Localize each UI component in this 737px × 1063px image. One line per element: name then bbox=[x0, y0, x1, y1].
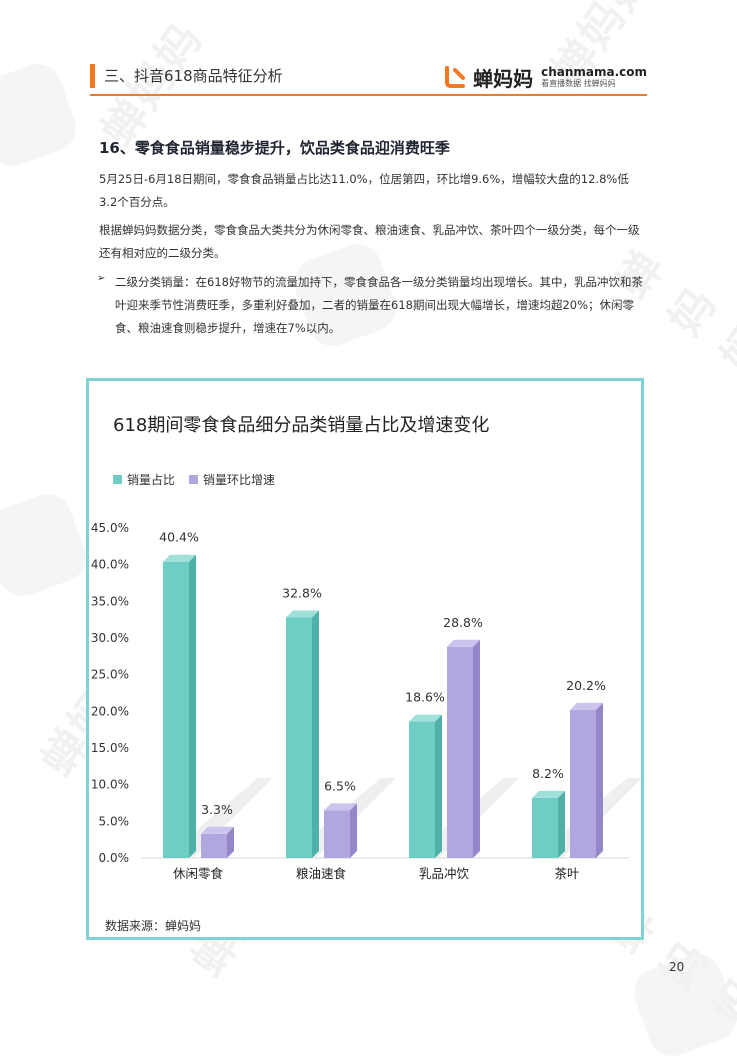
y-tick-label: 0.0% bbox=[99, 851, 130, 865]
bar-side bbox=[435, 714, 442, 858]
chart-legend: 销量占比 销量环比增速 bbox=[113, 471, 289, 488]
bar-share bbox=[163, 561, 189, 858]
bar-share bbox=[409, 721, 435, 858]
x-tick-label: 休闲零食 bbox=[173, 866, 224, 881]
bar-side bbox=[596, 702, 603, 858]
data-label: 40.4% bbox=[159, 530, 199, 545]
bullet-text: 二级分类销量：在618好物节的流量加持下，零食食品各一级分类销量均出现增长。其中… bbox=[115, 275, 643, 335]
bar-side bbox=[227, 826, 234, 858]
watermark-logo bbox=[0, 487, 93, 603]
y-tick-label: 10.0% bbox=[91, 778, 129, 792]
data-source: 数据来源：蝉妈妈 bbox=[105, 919, 202, 933]
bar-top bbox=[324, 803, 357, 811]
bar-side bbox=[473, 639, 480, 858]
brand-name-cn: 蝉妈妈 bbox=[473, 66, 534, 91]
legend-swatch-growth bbox=[189, 475, 199, 484]
section-label: 三、抖音618商品特征分析 bbox=[104, 67, 283, 85]
data-label: 18.6% bbox=[405, 690, 445, 705]
bar-top bbox=[532, 790, 565, 798]
legend-label-share: 销量占比 bbox=[127, 473, 176, 487]
bullet-arrow-icon: ➢ bbox=[97, 273, 106, 284]
bar-top bbox=[201, 826, 234, 834]
header-rule bbox=[90, 94, 647, 96]
y-tick-label: 20.0% bbox=[91, 704, 129, 718]
y-tick-label: 5.0% bbox=[99, 814, 130, 828]
brand-tagline: 看直播数据 找蝉妈妈 bbox=[541, 79, 616, 88]
page-header: 三、抖音618商品特征分析 蝉妈妈 chanmama.com 看直播数据 找蝉妈… bbox=[90, 60, 647, 96]
data-label: 20.2% bbox=[566, 678, 606, 693]
chanmama-logo-icon bbox=[445, 66, 466, 88]
bar-top bbox=[447, 639, 480, 647]
brand-logo-group: 蝉妈妈 chanmama.com 看直播数据 找蝉妈妈 bbox=[443, 60, 647, 94]
bar-top bbox=[409, 714, 442, 722]
data-label: 6.5% bbox=[324, 778, 356, 793]
bar-side bbox=[312, 610, 319, 858]
bar-side bbox=[558, 790, 565, 858]
bar-share bbox=[286, 617, 312, 858]
x-tick-label: 茶叶 bbox=[554, 866, 580, 881]
paragraph-classification: 根据蝉妈妈数据分类，零食食品大类共分为休闲零食、粮油速食、乳品冲饮、茶叶四个一级… bbox=[99, 223, 640, 260]
legend-label-growth: 销量环比增速 bbox=[203, 473, 276, 487]
data-label: 3.3% bbox=[201, 802, 233, 817]
legend-item-growth: 销量环比增速 bbox=[189, 471, 275, 488]
bar-growth bbox=[447, 646, 473, 858]
data-label: 8.2% bbox=[532, 766, 564, 781]
header-accent-bar bbox=[90, 64, 95, 88]
y-tick-label: 40.0% bbox=[91, 558, 129, 572]
y-tick-label: 45.0% bbox=[91, 521, 129, 535]
chart-frame: 618期间零食食品细分品类销量占比及增速变化 销量占比 销量环比增速 45.0%… bbox=[86, 378, 644, 940]
article-title: 16、零食食品销量稳步提升，饮品类食品迎消费旺季 bbox=[99, 139, 450, 157]
page-number: 20 bbox=[669, 960, 685, 974]
x-tick-label: 粮油速食 bbox=[296, 866, 347, 881]
bar-chart: 45.0% 40.0% 35.0% 30.0% 25.0% 20.0% 15.0% 10.0%… bbox=[91, 521, 641, 881]
y-tick-label: 15.0% bbox=[91, 741, 129, 755]
y-tick-label: 25.0% bbox=[91, 668, 129, 682]
bar-side bbox=[189, 554, 196, 858]
y-tick-label: 35.0% bbox=[91, 594, 129, 608]
y-tick-label: 30.0% bbox=[91, 631, 129, 645]
chart-title: 618期间零食食品细分品类销量占比及增速变化 bbox=[113, 415, 490, 436]
watermark-logo bbox=[0, 57, 83, 173]
paragraph-summary: 5月25日-6月18日期间，零食食品销量占比达11.0%，位居第四，环比增9.6… bbox=[99, 172, 629, 209]
bar-top bbox=[163, 554, 196, 562]
legend-item-share: 销量占比 bbox=[113, 471, 175, 488]
bar-growth bbox=[324, 810, 350, 858]
bar-growth bbox=[570, 709, 596, 858]
bar-top bbox=[570, 702, 603, 710]
bar-side bbox=[350, 803, 357, 858]
bar-share bbox=[532, 797, 558, 858]
bar-top bbox=[286, 610, 319, 618]
data-label: 28.8% bbox=[443, 615, 483, 630]
legend-swatch-share bbox=[113, 475, 122, 484]
bar-growth bbox=[201, 833, 227, 858]
x-tick-label: 乳品冲饮 bbox=[419, 866, 470, 881]
data-label: 32.8% bbox=[282, 585, 322, 600]
brand-domain: chanmama.com bbox=[541, 65, 647, 79]
